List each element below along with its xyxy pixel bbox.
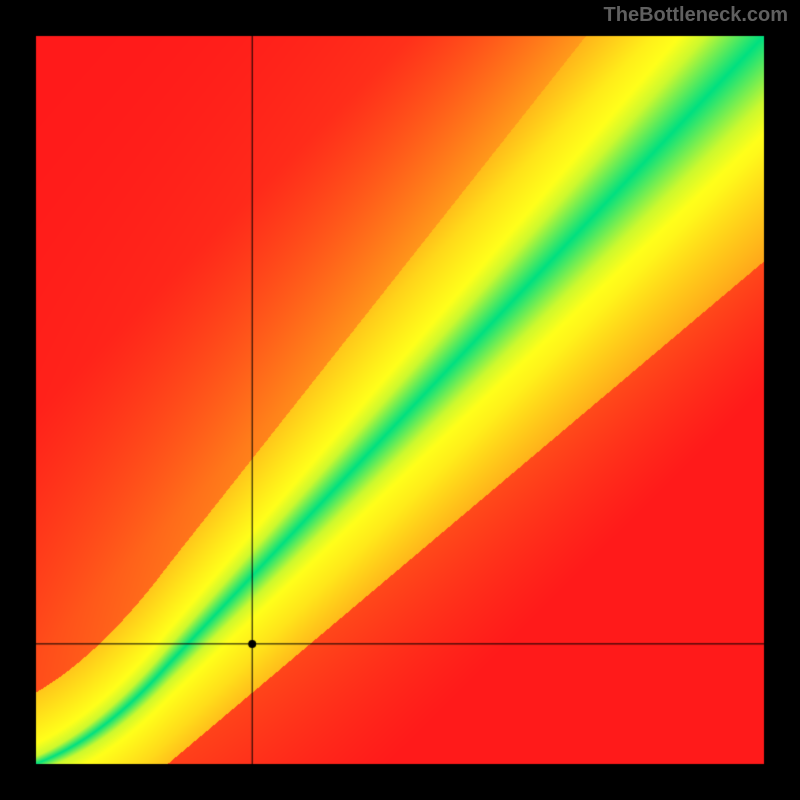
chart-container: TheBottleneck.com xyxy=(0,0,800,800)
watermark-text: TheBottleneck.com xyxy=(604,4,788,27)
bottleneck-heatmap xyxy=(0,0,800,800)
